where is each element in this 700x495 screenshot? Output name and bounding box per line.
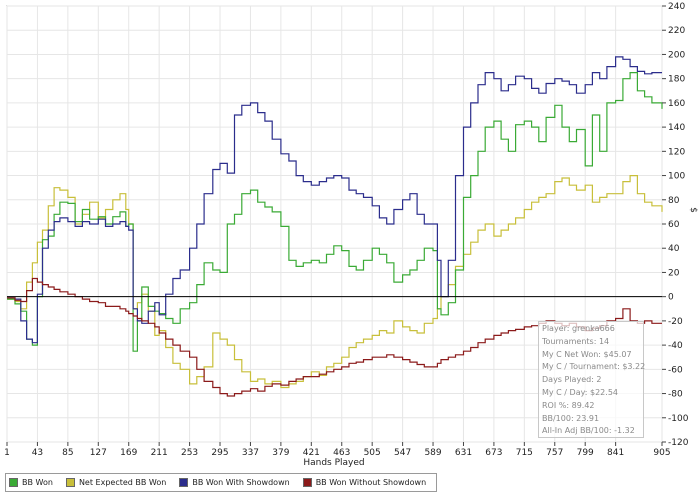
y-tick-label: 40 — [668, 244, 680, 254]
x-tick-label: 1 — [4, 448, 10, 458]
x-tick-label: 211 — [151, 448, 168, 458]
x-tick-label: 505 — [364, 448, 381, 458]
y-tick-label: 240 — [668, 2, 685, 12]
x-tick-label: 631 — [455, 448, 472, 458]
y-tick-label: 140 — [668, 123, 685, 133]
x-tick-label: 295 — [211, 448, 228, 458]
x-tick-label: 715 — [516, 448, 533, 458]
y-tick-label: -100 — [668, 414, 689, 424]
x-tick-label: 421 — [303, 448, 320, 458]
legend-item-bb-won[interactable]: BB Won — [6, 474, 63, 491]
x-tick-label: 127 — [90, 448, 107, 458]
stat-per-tournament: My C / Tournament: $3.22 — [542, 362, 646, 372]
y-tick-label: -120 — [668, 438, 689, 448]
y-tick-label: 120 — [668, 147, 685, 157]
y-tick-label: 100 — [668, 172, 685, 182]
y-tick-label: 0 — [668, 293, 674, 303]
x-tick-label: 757 — [546, 448, 563, 458]
x-tick-label: 841 — [607, 448, 624, 458]
x-tick-label: 85 — [62, 448, 73, 458]
stat-player: Player: grenka666 — [542, 324, 615, 333]
legend-swatch — [179, 478, 189, 487]
series-line-bb-won-with-showdown — [7, 56, 662, 344]
stat-net-won: My C Net Won: $45.07 — [542, 349, 632, 359]
y-tick-label: 220 — [668, 26, 685, 36]
y-tick-label: 60 — [668, 220, 680, 230]
x-tick-label: 589 — [424, 448, 441, 458]
series-line-bb-won — [7, 72, 663, 352]
y-tick-label: 20 — [668, 268, 680, 278]
stat-bb100: BB/100: 23.91 — [542, 413, 600, 423]
stat-tournaments: Tournaments: 14 — [542, 336, 610, 346]
x-tick-label: 673 — [485, 448, 502, 458]
x-tick-label: 547 — [394, 448, 411, 458]
y-tick-label: -80 — [668, 390, 683, 400]
stat-allin-bb100: All-In Adj BB/100: -1.32 — [542, 426, 635, 436]
x-axis-label: Hands Played — [303, 458, 364, 468]
y-tick-label: 80 — [668, 196, 680, 206]
stat-days-played: Days Played: 2 — [542, 375, 602, 385]
y-tick-label: 180 — [668, 75, 685, 85]
legend-swatch — [9, 478, 18, 487]
y-tick-label: 200 — [668, 50, 685, 60]
y-tick-label: -20 — [668, 317, 683, 327]
stat-roi: ROI %: 89.42 — [542, 400, 595, 410]
legend-item-net-expected[interactable]: Net Expected BB Won — [63, 474, 176, 491]
legend-item-without-showdown[interactable]: BB Won Without Showdown — [300, 474, 436, 491]
x-tick-label: 337 — [242, 448, 259, 458]
legend-swatch — [65, 478, 75, 487]
legend-label: BB Won With Showdown — [192, 478, 290, 487]
stat-per-day: My C / Day: $22.54 — [542, 387, 618, 397]
y-tick-label: -60 — [668, 365, 683, 375]
x-axis-ticks: 1 43 85 127 169 211 253 295 337 379 421 463 505 547 58… — [4, 442, 671, 458]
x-tick-label: 169 — [120, 448, 137, 458]
legend-label: BB Won — [22, 478, 53, 487]
legend-label: BB Won Without Showdown — [315, 478, 427, 487]
y-axis-ticks: 240220200180160140120100806040200-20-40-… — [662, 2, 689, 448]
y-tick-label: 160 — [668, 99, 685, 109]
legend-item-with-showdown[interactable]: BB Won With Showdown — [176, 474, 299, 491]
y-axis-label: $ — [688, 207, 698, 213]
legend-label: Net Expected BB Won — [78, 478, 167, 487]
x-tick-label: 379 — [272, 448, 289, 458]
x-tick-label: 463 — [333, 448, 350, 458]
y-tick-label: -40 — [668, 341, 683, 351]
x-tick-label: 799 — [577, 448, 594, 458]
stats-panel: Player: grenka666 Tournaments: 14 My C N… — [538, 321, 646, 438]
legend-swatch — [302, 478, 312, 487]
legend: BB Won Net Expected BB Won BB Won With S… — [5, 473, 438, 492]
x-tick-label: 905 — [653, 448, 670, 458]
x-tick-label: 253 — [181, 448, 198, 458]
x-tick-label: 43 — [32, 448, 43, 458]
